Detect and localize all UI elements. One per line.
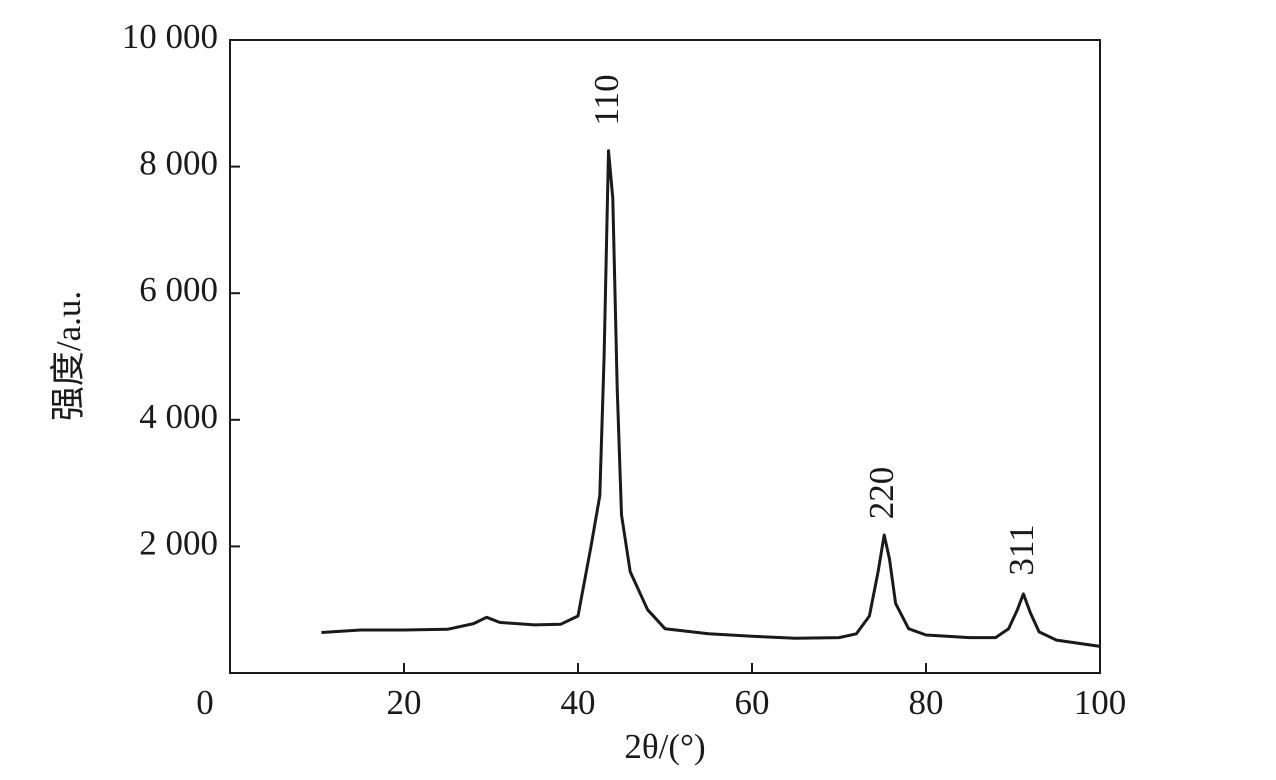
y-tick-label: 8 000 <box>139 144 218 183</box>
peak-label: 311 <box>1002 524 1041 575</box>
y-tick-label: 6 000 <box>139 270 218 309</box>
x-axis-label: 2θ/(°) <box>624 727 705 766</box>
data-line <box>321 149 1101 648</box>
x-tick-label: 0 <box>196 683 214 722</box>
y-tick-label: 4 000 <box>139 397 218 436</box>
y-tick-label: 10 000 <box>122 17 218 56</box>
y-axis-label: 强度/a.u. <box>49 291 88 421</box>
peak-label: 110 <box>587 74 626 125</box>
x-tick-label: 80 <box>909 683 944 722</box>
y-tick-label: 2 000 <box>139 523 218 562</box>
plot-frame <box>229 39 1101 674</box>
x-tick-label: 60 <box>735 683 770 722</box>
x-tick-label: 40 <box>561 683 596 722</box>
x-tick-label: 100 <box>1074 683 1127 722</box>
x-tick-label: 20 <box>387 683 422 722</box>
peak-label: 220 <box>862 467 901 520</box>
